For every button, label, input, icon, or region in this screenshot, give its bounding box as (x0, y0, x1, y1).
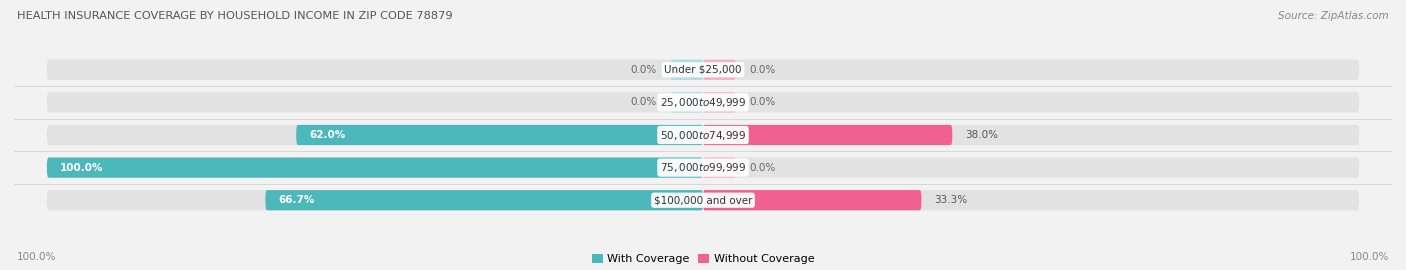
Text: 38.0%: 38.0% (966, 130, 998, 140)
FancyBboxPatch shape (46, 190, 1360, 210)
Text: 0.0%: 0.0% (749, 65, 775, 75)
Text: 0.0%: 0.0% (749, 97, 775, 107)
Legend: With Coverage, Without Coverage: With Coverage, Without Coverage (592, 254, 814, 264)
FancyBboxPatch shape (46, 125, 1360, 145)
FancyBboxPatch shape (46, 92, 1360, 113)
Text: 0.0%: 0.0% (749, 163, 775, 173)
Text: $100,000 and over: $100,000 and over (654, 195, 752, 205)
Text: $25,000 to $49,999: $25,000 to $49,999 (659, 96, 747, 109)
FancyBboxPatch shape (297, 125, 703, 145)
Text: 100.0%: 100.0% (17, 252, 56, 262)
Text: Under $25,000: Under $25,000 (664, 65, 742, 75)
FancyBboxPatch shape (671, 92, 703, 113)
Text: 33.3%: 33.3% (935, 195, 967, 205)
Text: Source: ZipAtlas.com: Source: ZipAtlas.com (1278, 11, 1389, 21)
FancyBboxPatch shape (266, 190, 703, 210)
FancyBboxPatch shape (46, 157, 1360, 178)
FancyBboxPatch shape (671, 60, 703, 80)
FancyBboxPatch shape (703, 92, 735, 113)
Text: 100.0%: 100.0% (1350, 252, 1389, 262)
Text: 66.7%: 66.7% (278, 195, 315, 205)
Text: 62.0%: 62.0% (309, 130, 346, 140)
FancyBboxPatch shape (703, 190, 921, 210)
FancyBboxPatch shape (46, 157, 703, 178)
Text: 0.0%: 0.0% (631, 97, 657, 107)
Text: 100.0%: 100.0% (60, 163, 104, 173)
FancyBboxPatch shape (703, 60, 735, 80)
FancyBboxPatch shape (703, 157, 735, 178)
Text: $75,000 to $99,999: $75,000 to $99,999 (659, 161, 747, 174)
FancyBboxPatch shape (46, 60, 1360, 80)
Text: 0.0%: 0.0% (631, 65, 657, 75)
FancyBboxPatch shape (703, 125, 952, 145)
Text: HEALTH INSURANCE COVERAGE BY HOUSEHOLD INCOME IN ZIP CODE 78879: HEALTH INSURANCE COVERAGE BY HOUSEHOLD I… (17, 11, 453, 21)
Text: $50,000 to $74,999: $50,000 to $74,999 (659, 129, 747, 141)
